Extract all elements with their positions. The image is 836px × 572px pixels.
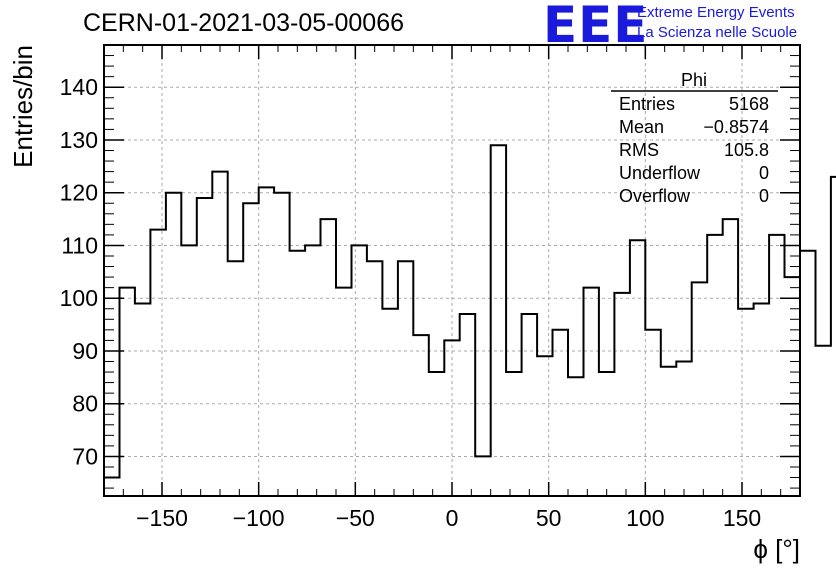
x-tick-label: −150: [136, 505, 188, 531]
stats-row-label: Mean: [619, 117, 664, 137]
y-tick-label: 130: [60, 127, 98, 153]
stats-row-value: 0: [759, 163, 769, 183]
stats-row-value: 5168: [729, 94, 769, 114]
histogram-line: [103, 144, 836, 496]
y-tick-label: 140: [60, 74, 98, 100]
stats-row-label: Underflow: [619, 163, 701, 183]
x-tick-label: 0: [446, 505, 459, 531]
x-tick-label: 50: [536, 505, 562, 531]
y-tick-label: 110: [61, 232, 98, 258]
y-tick-label: 100: [60, 285, 98, 311]
stats-row-value: −0.8574: [703, 117, 769, 137]
y-tick-label: 70: [72, 443, 98, 469]
stats-row-label: Overflow: [619, 186, 691, 206]
stats-row-label: Entries: [619, 94, 675, 114]
stats-row-value: 105.8: [724, 140, 769, 160]
stats-row-label: RMS: [619, 140, 659, 160]
stats-title: Phi: [681, 70, 707, 90]
y-tick-label: 90: [72, 338, 98, 364]
x-tick-label: −50: [336, 505, 375, 531]
stats-row-value: 0: [759, 186, 769, 206]
x-tick-label: 150: [723, 505, 761, 531]
y-tick-label: 120: [60, 180, 98, 206]
tick-layer: −150 −100 −50 0 50 100 150 70 80 90 100 110 120 130 14…: [60, 45, 800, 531]
x-tick-label: −100: [233, 505, 285, 531]
eee-logo-line2: La Scienza nelle Scuole: [637, 24, 798, 41]
y-tick-label: 80: [72, 391, 98, 417]
y-axis-title: Entries/bin: [8, 45, 38, 168]
eee-logo-line1: Extreme Energy Events: [637, 4, 795, 21]
grid-layer: [104, 45, 800, 496]
x-axis-title: ϕ [°]: [753, 534, 800, 564]
stats-box: Phi Entries 5168 Mean −0.8574 RMS 105.8 Underf…: [611, 70, 778, 206]
run-title: CERN-01-2021-03-05-00066: [83, 9, 405, 37]
x-tick-label: 100: [626, 505, 664, 531]
